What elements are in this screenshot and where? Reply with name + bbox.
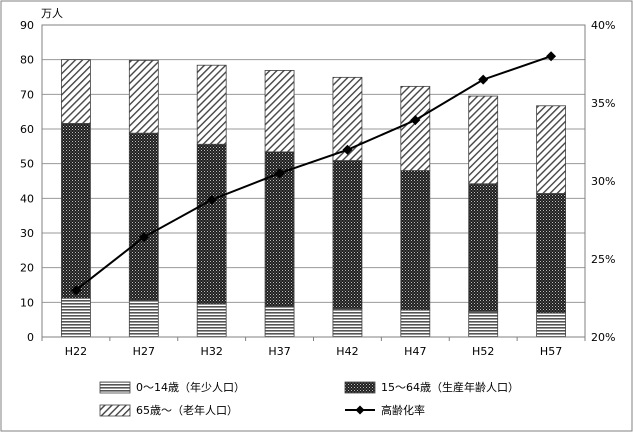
- legend-label: 15～64歳（生産年齢人口）: [381, 380, 519, 394]
- bar-segment-3: [61, 59, 91, 124]
- y-tick-label: 40: [20, 192, 34, 205]
- bar-segment-1: [400, 309, 431, 338]
- ratio-marker: [206, 194, 217, 205]
- bar-segment-3: [264, 70, 295, 153]
- y-unit-label: 万人: [41, 7, 63, 20]
- y-tick-label: 30: [20, 227, 34, 240]
- legend-label: 高齢化率: [381, 403, 425, 417]
- bar-segment-3: [400, 85, 431, 171]
- bar-segment-2: [128, 132, 159, 301]
- y-tick-label: 10: [20, 296, 34, 309]
- ratio-marker: [70, 285, 81, 296]
- ratio-marker: [546, 51, 557, 62]
- bar-segment-2: [400, 170, 431, 311]
- y-tick-label: 80: [20, 54, 34, 67]
- bar-segment-1: [264, 306, 295, 338]
- y-tick-label: 0: [27, 331, 34, 344]
- bar-segment-3: [128, 59, 159, 134]
- x-tick-label: H32: [201, 345, 223, 358]
- legend-marker: [355, 405, 365, 415]
- bar-segment-1: [332, 308, 363, 338]
- bar-segment-1: [196, 303, 227, 338]
- bar-segment-1: [468, 310, 499, 338]
- bar-segment-2: [536, 193, 566, 314]
- bar-segment-1: [61, 297, 91, 338]
- bar-segment-2: [332, 160, 363, 309]
- y-tick-label: 20: [20, 262, 34, 275]
- y2-tick-label: 20%: [591, 331, 615, 344]
- legend-label: 0～14歳（年少人口）: [136, 380, 245, 394]
- legend-swatch: [344, 381, 376, 394]
- x-tick-label: H47: [404, 345, 426, 358]
- legend-swatch: [99, 404, 131, 417]
- bars: [61, 59, 566, 338]
- x-tick-label: H37: [268, 345, 290, 358]
- x-tick-label: H57: [540, 345, 562, 358]
- x-tick-label: H42: [336, 345, 358, 358]
- axes: 0 10 20 30 40 50 60 70 80 90 20% 25% 30% 35% 40% 万人 H22 H…: [20, 7, 615, 358]
- bar-segment-2: [61, 123, 91, 299]
- ratio-line: [70, 51, 557, 296]
- y-tick-label: 90: [20, 19, 34, 32]
- legend: 0～14歳（年少人口） 15～64歳（生産年齢人口） 65歳～（老年人口） 高齢化率: [99, 380, 519, 417]
- bar-segment-3: [468, 95, 499, 185]
- legend-label: 65歳～（老年人口）: [136, 403, 238, 417]
- y-tick-label: 50: [20, 158, 34, 171]
- y2-tick-label: 30%: [591, 175, 615, 188]
- bar-segment-2: [468, 183, 499, 312]
- bar-segment-1: [128, 299, 159, 338]
- y-tick-label: 60: [20, 123, 34, 136]
- y2-tick-label: 35%: [591, 97, 615, 110]
- x-tick-label: H22: [65, 345, 87, 358]
- x-tick-label: H52: [472, 345, 494, 358]
- bar-segment-3: [536, 105, 566, 194]
- x-tick-label: H27: [133, 345, 155, 358]
- bar-segment-1: [536, 312, 566, 338]
- bar-segment-2: [196, 143, 227, 305]
- ratio-marker: [342, 144, 353, 155]
- ratio-marker: [478, 74, 489, 85]
- ratio-marker: [138, 232, 149, 243]
- legend-swatch: [99, 381, 131, 394]
- ratio-marker: [274, 168, 285, 179]
- y-tick-label: 70: [20, 88, 34, 101]
- ratio-line-path: [75, 55, 552, 291]
- y2-tick-label: 40%: [591, 19, 615, 32]
- ratio-marker: [410, 115, 421, 126]
- y2-tick-label: 25%: [591, 253, 615, 266]
- bar-segment-3: [196, 64, 227, 145]
